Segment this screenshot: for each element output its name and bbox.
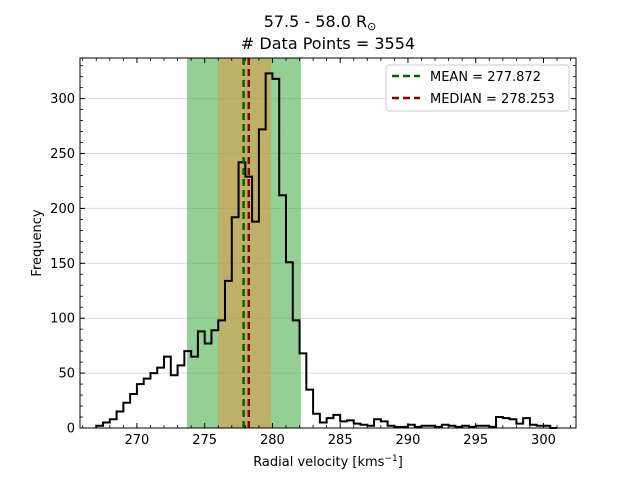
x-axis-label-end: ]: [398, 455, 403, 470]
x-tick-label: 280: [260, 433, 285, 448]
y-tick-label: 100: [50, 312, 75, 327]
legend: MEAN = 277.872 MEDIAN = 278.253: [385, 64, 570, 112]
y-tick-label: 200: [50, 202, 75, 217]
x-tick-label: 275: [192, 433, 217, 448]
x-tick-label: 290: [396, 433, 421, 448]
x-tick-label: 270: [125, 433, 150, 448]
plot-frame: [79, 57, 577, 429]
chart-title-line1: 57.5 - 58.0 R⊙: [264, 12, 377, 33]
x-axis-label: Radial velocity [kms−1]: [253, 454, 403, 470]
x-tick-label: 300: [531, 433, 556, 448]
y-tick-label: 300: [50, 92, 75, 107]
x-tick-label: 295: [463, 433, 488, 448]
legend-box: [385, 64, 570, 112]
y-tick-label: 0: [67, 422, 75, 437]
y-tick-label: 50: [58, 367, 75, 382]
y-axis-label: Frequency: [30, 209, 45, 276]
tick-layer: 270 275 280 285 290 295 300 0 50 100 150 200 250 300: [50, 58, 576, 448]
y-tick-label: 250: [50, 147, 75, 162]
stat-lines-layer: [242, 58, 251, 428]
grid-layer: [80, 98, 576, 374]
x-tick-label: 285: [328, 433, 353, 448]
legend-mean-label: MEAN = 277.872: [430, 70, 541, 85]
x-axis-label-exponent: −1: [384, 454, 397, 464]
y-tick-label: 150: [50, 257, 75, 272]
sun-symbol: ⊙: [367, 20, 376, 33]
title-main: 57.5 - 58.0 R: [264, 12, 367, 31]
chart-title-line2: # Data Points = 3554: [241, 34, 415, 53]
histogram-outline: [95, 72, 558, 429]
histogram-layer: [95, 72, 558, 429]
x-axis-label-main: Radial velocity [kms: [253, 455, 384, 470]
legend-median-label: MEDIAN = 278.253: [430, 92, 555, 107]
